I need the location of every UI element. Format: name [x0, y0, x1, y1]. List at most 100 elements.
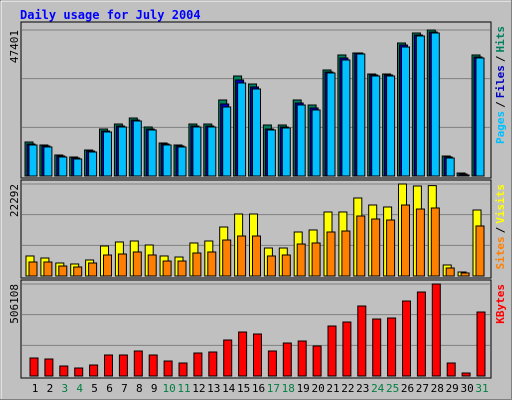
bar: [476, 311, 486, 377]
bar: [267, 350, 277, 377]
bar: [132, 120, 142, 177]
x-tick-label: 26: [401, 382, 414, 395]
bar: [386, 219, 396, 277]
x-tick-label: 31: [475, 382, 488, 395]
bar: [327, 325, 337, 377]
bar: [297, 340, 307, 377]
x-tick-label: 12: [192, 382, 205, 395]
bar: [371, 218, 381, 277]
bar: [430, 32, 440, 177]
bar: [238, 331, 248, 377]
bar: [326, 231, 336, 277]
bar: [296, 104, 306, 177]
legend-separator: /: [494, 226, 507, 233]
x-tick-label: 9: [151, 382, 158, 395]
x-tick-label: 18: [282, 382, 295, 395]
bar: [311, 242, 321, 277]
bar: [281, 254, 291, 277]
y-tick-label: 47401: [8, 30, 21, 63]
x-tick-label: 28: [431, 382, 444, 395]
bar: [342, 321, 352, 377]
bar: [356, 53, 366, 177]
bar: [253, 333, 262, 377]
bar: [28, 261, 38, 277]
bar: [88, 262, 98, 277]
bar: [460, 272, 470, 277]
bar: [103, 131, 112, 177]
bar: [460, 174, 470, 177]
legend-entry: Pages: [494, 111, 507, 144]
legend: Sites / Visits: [494, 184, 507, 270]
y-tick-label: 506108: [8, 284, 21, 324]
bar: [163, 360, 173, 377]
bar: [162, 144, 172, 177]
bar: [58, 156, 68, 177]
bar: [415, 35, 425, 177]
bar: [387, 317, 397, 377]
bar: [177, 146, 187, 177]
bar: [312, 345, 322, 377]
bar: [88, 151, 98, 177]
bar: [223, 339, 233, 377]
x-tick-label: 23: [356, 382, 369, 395]
x-tick-label: 22: [341, 382, 354, 395]
bar: [372, 318, 382, 377]
x-tick-label: 10: [162, 382, 175, 395]
x-tick-label: 11: [177, 382, 190, 395]
bar: [252, 235, 261, 277]
x-tick-label: 16: [252, 382, 265, 395]
bar: [430, 207, 440, 277]
bar: [147, 129, 157, 177]
legend-entry: Hits: [494, 26, 507, 53]
x-tick-label: 17: [267, 382, 280, 395]
bar: [192, 126, 202, 177]
bar: [475, 225, 485, 277]
bar: [401, 204, 410, 277]
x-tick-label: 25: [386, 382, 399, 395]
bar: [147, 254, 157, 277]
bar: [281, 127, 291, 177]
legend-entry: Visits: [494, 184, 507, 224]
bar: [416, 291, 426, 377]
bar: [207, 251, 217, 277]
legend-entry: KBytes: [494, 284, 507, 324]
x-tick-label: 20: [311, 382, 324, 395]
bar: [43, 261, 53, 277]
legend: KBytes: [494, 284, 507, 324]
x-tick-label: 8: [136, 382, 143, 395]
bar: [207, 126, 217, 177]
legend-separator: /: [494, 101, 507, 108]
bar: [386, 75, 396, 177]
bar: [132, 251, 142, 277]
bar: [431, 283, 441, 377]
x-tick-label: 2: [47, 382, 54, 395]
bar: [296, 243, 306, 277]
bar: [326, 72, 336, 177]
x-tick-label: 19: [297, 382, 310, 395]
bar: [103, 254, 112, 277]
x-tick-label: 30: [460, 382, 473, 395]
bar: [162, 260, 172, 277]
bar: [133, 350, 143, 377]
bar: [282, 342, 292, 377]
x-tick-label: 15: [237, 382, 250, 395]
bar: [402, 300, 411, 377]
bar: [28, 144, 38, 177]
x-tick-label: 13: [207, 382, 220, 395]
x-tick-label: 29: [446, 382, 459, 395]
bar: [29, 357, 39, 377]
bar: [415, 208, 425, 277]
bar: [178, 362, 188, 377]
bar: [43, 146, 53, 177]
bar: [401, 46, 410, 177]
bar: [252, 88, 261, 177]
bar: [356, 215, 366, 277]
bar: [266, 129, 276, 177]
bar: [311, 109, 321, 177]
bar: [445, 157, 455, 177]
y-tick-label: 22292: [8, 184, 21, 217]
bar: [148, 354, 158, 377]
bar: [266, 255, 276, 277]
